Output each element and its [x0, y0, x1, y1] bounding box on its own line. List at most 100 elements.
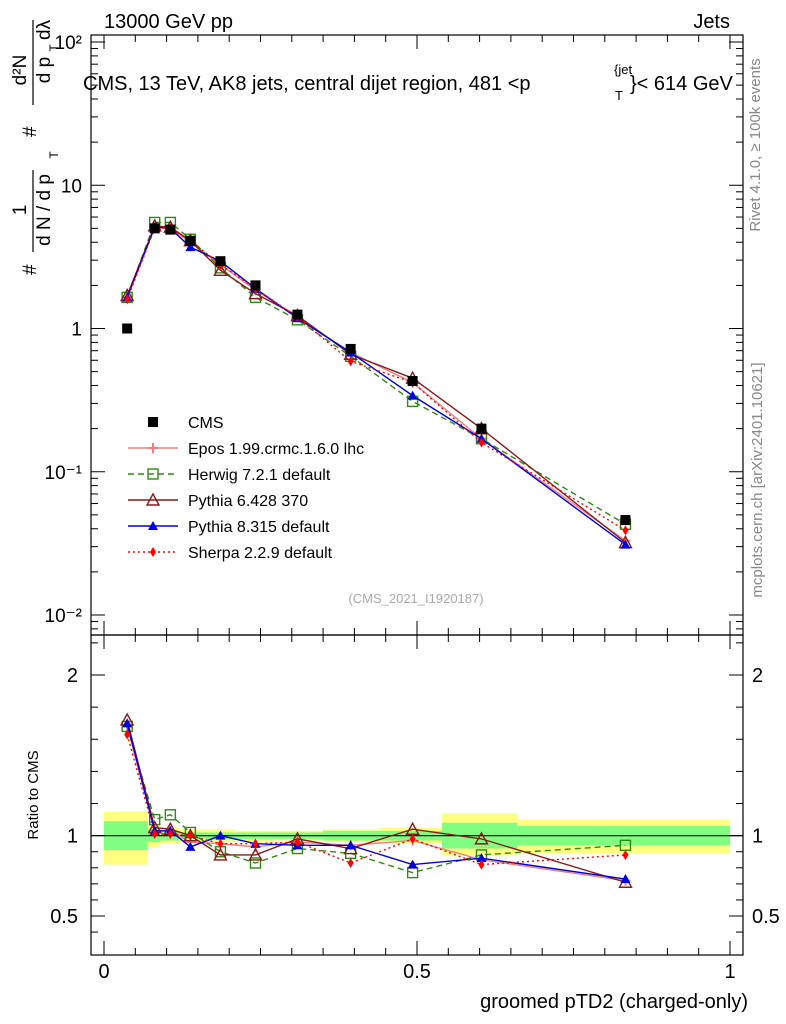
x-axis-label: groomed pTD2 (charged-only) — [480, 991, 748, 1013]
svg-text:#: # — [20, 126, 41, 137]
plot-title-main: CMS, 13 TeV, AK8 jets, central dijet reg… — [83, 73, 531, 95]
ratio-line-epos — [126, 726, 626, 882]
ratio-y-tick-label: 1 — [67, 826, 78, 848]
ratio-y-tick-label: 2 — [752, 665, 763, 687]
point-pythia6 — [248, 286, 263, 300]
ratio-y-tick-label: 2 — [67, 665, 78, 687]
y-tick-label: 10⁻¹ — [45, 463, 83, 484]
ratio-y-tick-label: 0.5 — [752, 906, 780, 928]
ratio-point-sherpa — [409, 833, 416, 844]
ratio-line-pythia6 — [126, 719, 626, 883]
point-cms — [345, 343, 356, 354]
ratio-point-pythia8 — [620, 874, 631, 884]
ratio-point-herwig — [149, 813, 161, 826]
ratio-point-pythia6 — [213, 847, 228, 861]
point-pythia8 — [620, 539, 631, 549]
point-cms — [215, 256, 226, 267]
legend: CMS Epos 1.99.crmc.1.6.0 lhc Herwig 7.2.1 … — [128, 415, 364, 562]
ratio-y-tick-label: 0.5 — [50, 906, 78, 928]
y-tick-label: 10² — [55, 33, 82, 54]
ratio-line-pythia8 — [126, 723, 626, 880]
ratio-series-herwig — [121, 720, 632, 879]
plot-title-sup: {jet — [614, 62, 632, 77]
svg-text:dλ: dλ — [34, 19, 55, 40]
legend-label: CMS — [188, 415, 224, 432]
legend-marker — [150, 547, 156, 557]
header-left: 13000 GeV pp — [104, 11, 233, 33]
point-pythia8 — [185, 242, 196, 252]
ratio-point-sherpa — [347, 857, 354, 868]
x-tick-label: 0 — [98, 961, 109, 983]
legend-marker — [147, 468, 159, 480]
ratio-point-herwig — [164, 809, 177, 821]
ratio-point-pythia6 — [248, 847, 263, 861]
plot-title-sub: T — [615, 88, 623, 103]
legend-label: Pythia 6.428 370 — [188, 493, 308, 510]
point-cms — [185, 235, 196, 246]
ratio-y-tick-label: 1 — [752, 826, 763, 848]
ratio-point-pythia8 — [407, 859, 418, 869]
ratio-point-sherpa — [151, 829, 158, 840]
point-sherpa — [622, 525, 629, 536]
legend-item-sherpa: Sherpa 2.2.9 default — [128, 545, 333, 562]
rivet-version: Rivet 4.1.0, ≥ 100k events — [747, 58, 764, 231]
line-pythia6 — [126, 225, 626, 544]
legend-item-epos: Epos 1.99.crmc.1.6.0 lhc — [128, 441, 364, 458]
mcplots-credit: mcplots.cern.ch [arXiv:2401.10621] — [749, 362, 766, 597]
svg-text:d N / d p: d N / d p — [34, 174, 55, 246]
legend-marker — [145, 492, 161, 506]
analysis-id: (CMS_2021_I1920187) — [348, 591, 483, 606]
legend-item-herwig: Herwig 7.2.1 default — [128, 467, 331, 484]
ratio-point-sherpa — [622, 849, 629, 860]
ratio-y-axis-label: Ratio to CMS — [25, 750, 42, 839]
x-tick-label: 1 — [724, 961, 735, 983]
point-cms — [165, 224, 176, 235]
point-cms — [250, 280, 261, 291]
x-tick-label: 0.5 — [403, 961, 431, 983]
svg-text:d²N: d²N — [10, 55, 31, 86]
ratio-point-sherpa — [478, 859, 485, 870]
legend-label: Sherpa 2.2.9 default — [188, 545, 333, 562]
ratio-series-pythia6 — [119, 712, 633, 888]
point-sherpa — [478, 437, 485, 448]
legend-marker — [148, 521, 158, 530]
header-right: Jets — [693, 11, 730, 33]
ratio-point-pythia6 — [474, 831, 489, 845]
legend-label: Epos 1.99.crmc.1.6.0 lhc — [188, 441, 364, 458]
svg-text:#: # — [20, 264, 41, 275]
ratio-point-sherpa — [187, 830, 194, 841]
y-tick-label: 10⁻² — [45, 606, 83, 627]
ratio-point-sherpa — [167, 829, 174, 840]
main-y-axis-label: # 1 d N / d p T # d²N d p T dλ — [10, 19, 61, 275]
legend-label: Pythia 8.315 default — [188, 519, 330, 536]
point-cms — [122, 323, 133, 334]
point-sherpa — [347, 356, 354, 367]
ratio-point-sherpa — [217, 838, 224, 849]
point-pythia8 — [407, 390, 418, 400]
ratio-point-pythia8 — [345, 840, 356, 850]
svg-text:d p: d p — [34, 57, 55, 83]
series-layer — [119, 216, 633, 888]
legend-label: Herwig 7.2.1 default — [188, 467, 331, 484]
ratio-point-pythia8 — [185, 841, 196, 851]
svg-text:1: 1 — [10, 205, 31, 216]
svg-text:T: T — [47, 151, 61, 159]
legend-item-cms: CMS — [148, 415, 224, 432]
plot-title: CMS, 13 TeV, AK8 jets, central dijet reg… — [83, 62, 734, 103]
line-sherpa — [126, 227, 626, 531]
ratio-frame — [90, 634, 744, 956]
legend-marker — [148, 417, 158, 427]
ratio-point-herwig — [249, 857, 262, 869]
point-cms — [476, 423, 487, 434]
ratio-point-pythia8 — [215, 830, 226, 840]
axis-ticks: 0 0.5 1 10⁻² 10⁻¹ 1 10 10² 0.5 0.5 1 1 2 2 — [45, 33, 780, 983]
point-cms — [620, 515, 631, 526]
point-cms — [149, 223, 160, 234]
plot-title-end: }< 614 GeV — [630, 73, 734, 95]
legend-item-pythia6: Pythia 6.428 370 — [128, 492, 308, 510]
point-cms — [407, 376, 418, 387]
ratio-series-sherpa — [124, 729, 629, 870]
point-cms — [292, 309, 303, 320]
y-tick-label: 1 — [71, 320, 82, 341]
